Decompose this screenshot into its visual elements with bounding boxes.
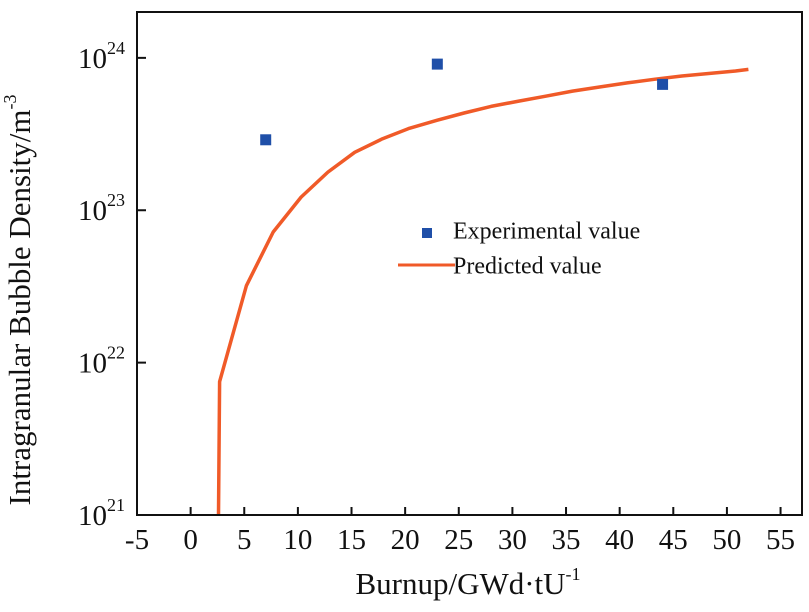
predicted-value-line [216, 67, 749, 516]
x-tick-label: 45 [659, 524, 688, 556]
x-tick-label: 20 [391, 524, 420, 556]
legend: Experimental value Predicted value [398, 219, 640, 280]
y-tick-label: 1023 [78, 190, 125, 227]
experimental-point [260, 134, 272, 146]
x-tick-label: 40 [605, 524, 634, 556]
y-tick-label: 1021 [78, 495, 125, 532]
plot-frame [136, 11, 803, 516]
x-tick-label: 55 [766, 524, 795, 556]
experimental-point [657, 78, 669, 90]
x-tick-label: 10 [283, 524, 312, 556]
y-tick-label: 1024 [78, 38, 125, 75]
legend-label-predicted: Predicted value [453, 254, 602, 280]
x-tick-label: 15 [337, 524, 366, 556]
experimental-point [431, 58, 443, 70]
y-axis-title: Intragranular Bubble Density/m-3 [0, 94, 37, 505]
x-tick-label: 35 [552, 524, 581, 556]
x-tick-label: 25 [444, 524, 473, 556]
x-tick-label: 50 [712, 524, 741, 556]
legend-marker-experimental [422, 228, 432, 238]
y-tick-label: 1022 [78, 343, 125, 380]
x-tick-label: -5 [125, 524, 149, 556]
legend-label-experimental: Experimental value [453, 219, 640, 245]
x-tick-label: 0 [183, 524, 198, 556]
x-tick-label: 5 [237, 524, 252, 556]
x-tick-label: 30 [498, 524, 527, 556]
x-axis-title: Burnup/GWd·tU-1 [355, 564, 580, 601]
